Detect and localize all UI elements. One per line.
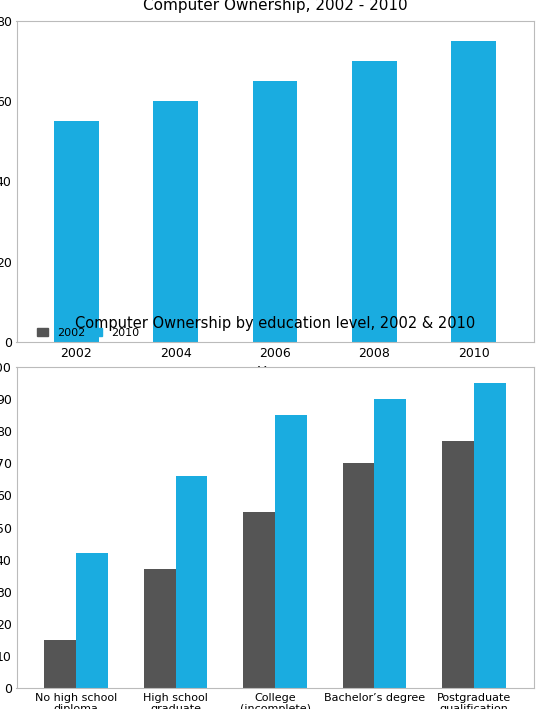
Bar	[45, 640, 76, 688]
Bar	[252, 82, 298, 342]
X-axis label: Years: Years	[257, 365, 293, 379]
Bar	[343, 464, 375, 688]
Bar	[76, 553, 108, 688]
Bar	[375, 399, 406, 688]
Bar	[452, 41, 496, 342]
Bar	[153, 101, 198, 342]
Bar	[442, 441, 474, 688]
Title: Computer Ownership, 2002 - 2010: Computer Ownership, 2002 - 2010	[142, 0, 408, 13]
Legend: 2002, 2010: 2002, 2010	[32, 323, 143, 342]
Bar	[243, 511, 275, 688]
Bar	[352, 61, 397, 342]
Bar	[54, 121, 98, 342]
Title: Computer Ownership by education level, 2002 & 2010: Computer Ownership by education level, 2…	[75, 316, 475, 331]
Bar	[144, 569, 175, 688]
Bar	[474, 384, 505, 688]
Bar	[275, 415, 307, 688]
Bar	[175, 476, 207, 688]
